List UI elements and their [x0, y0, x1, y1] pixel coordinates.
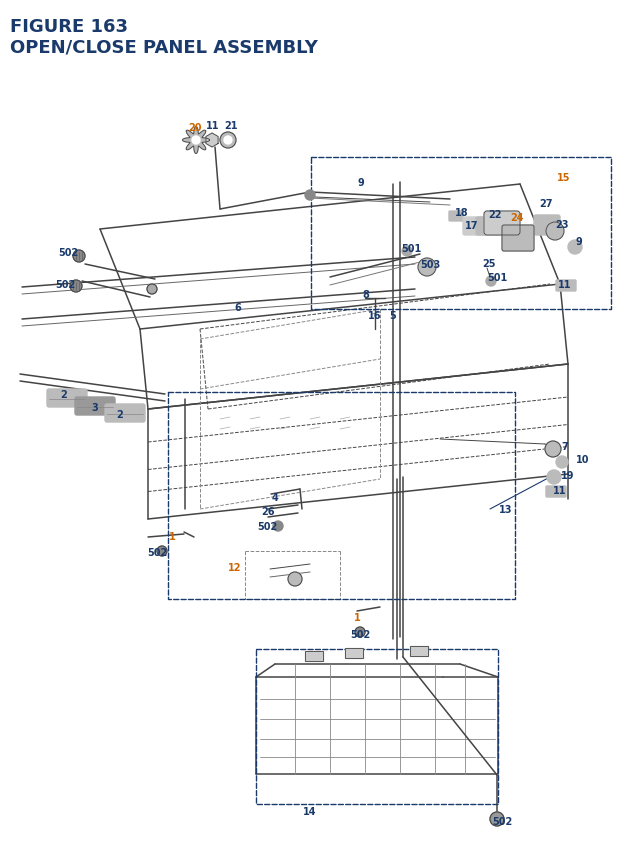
- FancyBboxPatch shape: [502, 226, 534, 251]
- Text: 11: 11: [553, 486, 567, 495]
- Text: 501: 501: [487, 273, 507, 282]
- Text: 6: 6: [235, 303, 241, 313]
- Text: 19: 19: [561, 470, 575, 480]
- Circle shape: [402, 247, 412, 257]
- Circle shape: [568, 241, 582, 255]
- Circle shape: [305, 191, 315, 201]
- FancyBboxPatch shape: [484, 212, 520, 236]
- Circle shape: [547, 470, 561, 485]
- Text: 20: 20: [188, 123, 202, 133]
- Text: 8: 8: [363, 289, 369, 300]
- FancyBboxPatch shape: [105, 405, 145, 423]
- Text: 502: 502: [350, 629, 370, 639]
- Circle shape: [224, 137, 232, 145]
- Polygon shape: [182, 127, 209, 154]
- Text: 15: 15: [557, 173, 571, 183]
- Text: 502: 502: [147, 548, 167, 557]
- Text: 26: 26: [261, 506, 275, 517]
- Circle shape: [192, 137, 200, 145]
- FancyBboxPatch shape: [47, 389, 87, 407]
- Bar: [305, 651, 323, 661]
- Text: 17: 17: [465, 220, 479, 231]
- FancyBboxPatch shape: [476, 218, 500, 236]
- Bar: [410, 647, 428, 656]
- FancyBboxPatch shape: [534, 216, 560, 236]
- FancyBboxPatch shape: [546, 486, 566, 498]
- Text: 1: 1: [354, 612, 360, 623]
- Circle shape: [556, 456, 568, 468]
- Circle shape: [73, 251, 85, 263]
- FancyBboxPatch shape: [449, 212, 463, 222]
- Text: 24: 24: [510, 213, 524, 223]
- Circle shape: [273, 522, 283, 531]
- Text: 21: 21: [224, 121, 237, 131]
- Text: 13: 13: [499, 505, 513, 514]
- Text: 502: 502: [58, 248, 78, 257]
- Circle shape: [355, 628, 365, 637]
- Circle shape: [147, 285, 157, 294]
- Text: 23: 23: [556, 220, 569, 230]
- Text: 7: 7: [562, 442, 568, 451]
- Text: 9: 9: [575, 237, 582, 247]
- Polygon shape: [206, 133, 218, 148]
- FancyBboxPatch shape: [556, 281, 576, 292]
- Circle shape: [157, 547, 167, 556]
- Text: 14: 14: [303, 806, 317, 816]
- Circle shape: [490, 812, 504, 826]
- Circle shape: [545, 442, 561, 457]
- Text: 503: 503: [420, 260, 440, 269]
- Text: 10: 10: [576, 455, 589, 464]
- Text: 16: 16: [368, 311, 381, 320]
- Bar: [410, 647, 428, 656]
- Circle shape: [288, 573, 302, 586]
- Text: 25: 25: [483, 258, 496, 269]
- Text: 9: 9: [358, 177, 364, 188]
- Text: 11: 11: [206, 121, 220, 131]
- Text: 502: 502: [55, 280, 75, 289]
- Text: 2: 2: [61, 389, 67, 400]
- Text: 502: 502: [257, 522, 277, 531]
- Circle shape: [418, 258, 436, 276]
- Text: 22: 22: [488, 210, 502, 220]
- Text: 18: 18: [455, 208, 469, 218]
- Text: 5: 5: [390, 311, 396, 320]
- Circle shape: [486, 276, 496, 287]
- Text: 1: 1: [168, 531, 175, 542]
- Text: 4: 4: [271, 492, 278, 503]
- Text: 2: 2: [116, 410, 124, 419]
- Bar: [305, 651, 323, 661]
- FancyBboxPatch shape: [75, 398, 115, 416]
- Circle shape: [220, 133, 236, 149]
- Text: 3: 3: [92, 403, 99, 412]
- Text: 502: 502: [492, 816, 512, 826]
- Text: 27: 27: [540, 199, 553, 208]
- Text: OPEN/CLOSE PANEL ASSEMBLY: OPEN/CLOSE PANEL ASSEMBLY: [10, 38, 318, 56]
- Text: 11: 11: [558, 280, 572, 289]
- Bar: [345, 648, 363, 659]
- Bar: [345, 648, 363, 659]
- Circle shape: [546, 223, 564, 241]
- Circle shape: [70, 281, 82, 293]
- Text: 12: 12: [228, 562, 242, 573]
- FancyBboxPatch shape: [463, 218, 487, 236]
- Text: FIGURE 163: FIGURE 163: [10, 18, 128, 36]
- Text: 501: 501: [401, 244, 421, 254]
